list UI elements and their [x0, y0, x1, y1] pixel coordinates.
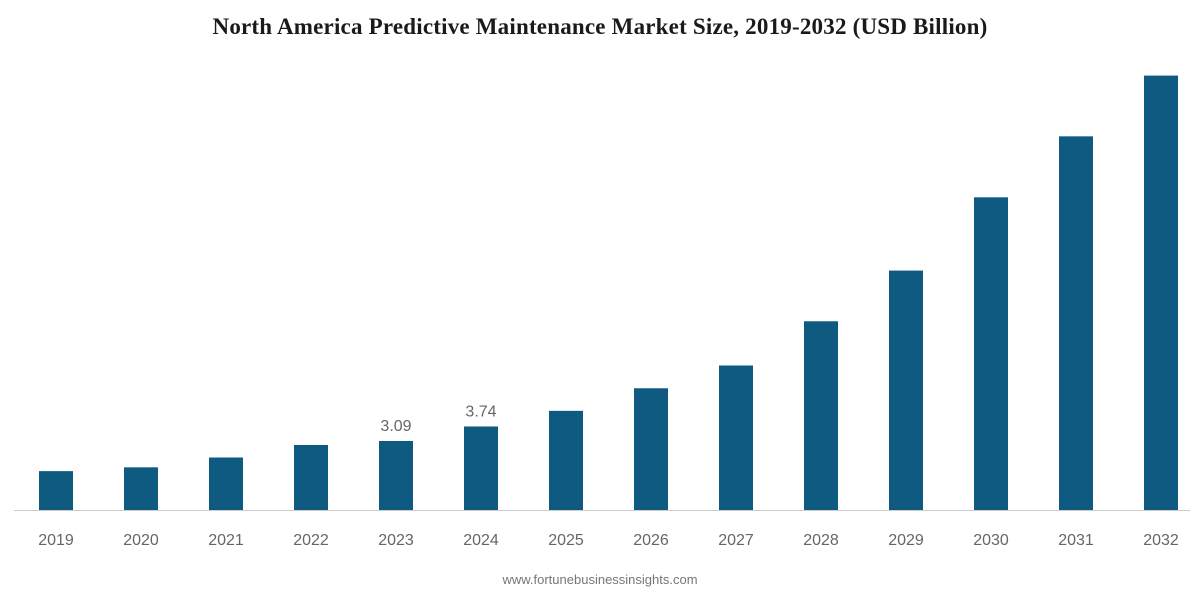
- bar-2031: [1059, 136, 1093, 510]
- x-tick-label: 2025: [548, 532, 584, 549]
- x-tick-label: 2029: [888, 532, 924, 549]
- bar-2020: [124, 467, 158, 510]
- bar-2019: [39, 471, 73, 510]
- data-label-2024: 3.74: [465, 403, 496, 420]
- x-tick-label: 2032: [1143, 532, 1179, 549]
- x-tick-label: 2022: [293, 532, 329, 549]
- bar-2030: [974, 197, 1008, 511]
- data-label-2023: 3.09: [380, 418, 411, 435]
- bar-2025: [549, 410, 583, 510]
- bars-layer: [39, 75, 1178, 511]
- source-text: www.fortunebusinessinsights.com: [502, 572, 698, 587]
- chart-title: North America Predictive Maintenance Mar…: [212, 14, 988, 39]
- x-tick-label: 2023: [378, 532, 414, 549]
- x-tick-label: 2031: [1058, 532, 1094, 549]
- bar-2024: [464, 426, 498, 510]
- x-tick-label: 2026: [633, 532, 669, 549]
- labels-layer: 2019 2020 2021 2022 2023 3.09 2024 3.74 2025 2026…: [38, 403, 1179, 549]
- x-tick-label: 2021: [208, 532, 244, 549]
- bar-2023: [379, 440, 413, 510]
- x-tick-label: 2030: [973, 532, 1009, 549]
- x-tick-label: 2020: [123, 532, 159, 549]
- bar-2022: [294, 445, 328, 510]
- bar-2032: [1144, 75, 1178, 511]
- x-tick-label: 2027: [718, 532, 754, 549]
- x-tick-label: 2019: [38, 532, 74, 549]
- bar-2028: [804, 321, 838, 510]
- x-tick-label: 2024: [463, 532, 499, 549]
- x-tick-label: 2028: [803, 532, 839, 549]
- bar-2026: [634, 388, 668, 510]
- bar-2021: [209, 457, 243, 510]
- bar-2029: [889, 270, 923, 510]
- bar-2027: [719, 365, 753, 510]
